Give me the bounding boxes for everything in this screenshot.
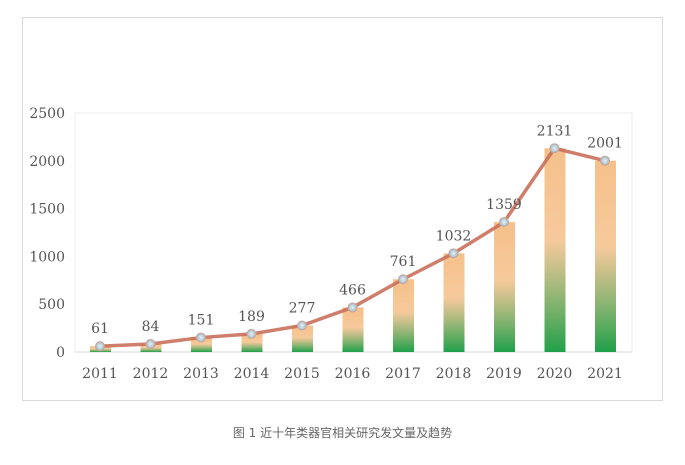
data-label: 466 — [339, 282, 366, 298]
x-tick-label: 2019 — [486, 366, 522, 382]
data-label: 189 — [238, 309, 265, 325]
y-tick-label: 0 — [56, 345, 65, 361]
bar — [342, 307, 364, 352]
x-tick-label: 2012 — [133, 366, 169, 382]
bar — [544, 148, 566, 352]
data-point — [95, 341, 105, 352]
data-point — [398, 274, 408, 285]
x-tick-label: 2021 — [587, 366, 623, 382]
data-point — [246, 328, 257, 339]
y-tick-label: 1000 — [29, 249, 65, 265]
figure-caption: 图 1 近十年类器官相关研究发文量及趋势 — [232, 426, 453, 440]
x-tick-label: 2016 — [335, 366, 371, 382]
y-tick-label: 1500 — [29, 202, 65, 218]
data-label: 151 — [188, 313, 215, 329]
bar — [443, 253, 465, 352]
bar — [191, 337, 212, 352]
x-tick-label: 2018 — [436, 366, 472, 382]
bar — [595, 160, 616, 352]
bar — [292, 325, 313, 352]
bar — [241, 333, 263, 352]
bar — [393, 279, 414, 352]
data-label: 1359 — [486, 197, 522, 213]
data-label: 2001 — [587, 136, 623, 152]
chart-frame — [22, 17, 663, 401]
data-point — [499, 217, 509, 228]
y-tick-label: 2000 — [29, 154, 65, 170]
x-tick-label: 2011 — [82, 366, 118, 382]
x-tick-label: 2014 — [234, 366, 270, 382]
data-point — [549, 143, 560, 154]
data-label: 84 — [142, 319, 160, 335]
x-tick-label: 2013 — [183, 366, 219, 382]
y-tick-label: 500 — [38, 297, 65, 313]
data-point — [448, 248, 459, 259]
bar — [494, 222, 515, 352]
data-point — [600, 155, 610, 166]
data-label: 2131 — [537, 123, 573, 139]
data-point — [145, 338, 156, 349]
data-label: 277 — [289, 301, 316, 317]
data-point — [297, 320, 307, 331]
data-label: 1032 — [436, 228, 472, 244]
y-tick-label: 2500 — [29, 106, 65, 122]
x-tick-label: 2015 — [284, 366, 320, 382]
x-tick-label: 2020 — [537, 366, 573, 382]
data-label: 61 — [91, 321, 109, 337]
data-label: 761 — [390, 254, 417, 270]
data-point — [347, 302, 358, 313]
x-tick-label: 2017 — [385, 366, 421, 382]
data-point — [196, 332, 206, 343]
